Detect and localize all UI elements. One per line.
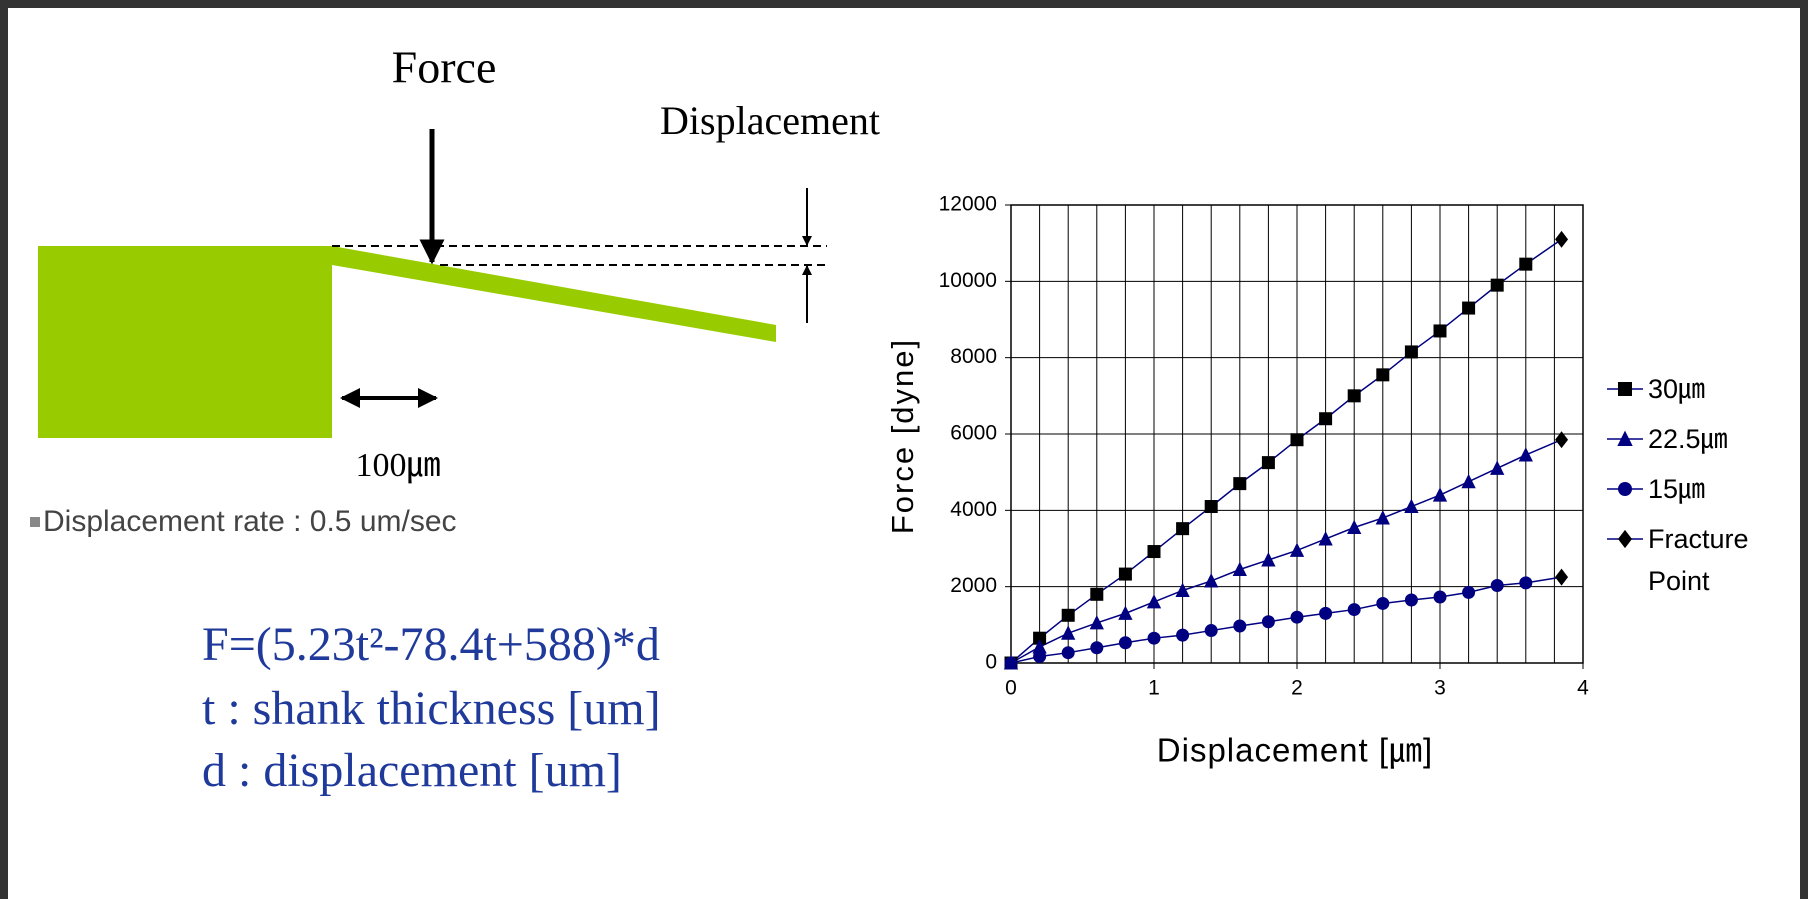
- marker-square: [1319, 412, 1332, 425]
- marker-circle: [1233, 619, 1246, 632]
- marker-square: [1062, 609, 1075, 622]
- x-tick-label: 2: [1291, 677, 1303, 700]
- marker-square: [1376, 368, 1389, 381]
- legend-icon: [1606, 520, 1644, 558]
- legend-entry: 22.5㎛: [1606, 418, 1796, 468]
- marker-circle: [1376, 597, 1389, 610]
- marker-square: [1262, 456, 1275, 469]
- x-tick-label: 0: [1005, 677, 1017, 700]
- y-axis-title: Force [dyne]: [885, 338, 920, 534]
- marker-square: [1176, 522, 1189, 535]
- marker-circle: [1205, 624, 1218, 637]
- y-tick-label: 8000: [950, 345, 997, 368]
- marker-circle: [1618, 482, 1632, 496]
- y-tick-label: 6000: [950, 422, 997, 445]
- marker-square: [1205, 500, 1218, 513]
- marker-circle: [1119, 636, 1132, 649]
- marker-circle: [1090, 641, 1103, 654]
- legend-icon: [1606, 420, 1644, 458]
- marker-square: [1090, 588, 1103, 601]
- bullet-text: Displacement rate : 0.5 um/sec: [43, 505, 457, 538]
- legend-icon: [1606, 370, 1644, 408]
- force-label: Force: [392, 42, 497, 93]
- formula-line: F=(5.23t²-78.4t+588)*d: [202, 618, 660, 671]
- x-tick-label: 3: [1434, 677, 1446, 700]
- marker-circle: [1148, 632, 1161, 645]
- marker-circle: [1062, 646, 1075, 659]
- slide: Force Displacement 100㎛ Displacement rat…: [0, 0, 1808, 891]
- marker-square: [1434, 324, 1447, 337]
- formula-line: t : shank thickness [um]: [202, 682, 661, 735]
- marker-circle: [1033, 650, 1046, 663]
- legend-entry: Fracture Point: [1606, 518, 1796, 568]
- marker-square: [1491, 279, 1504, 292]
- legend-label: 15㎛: [1644, 468, 1705, 510]
- marker-square: [1119, 568, 1132, 581]
- marker-circle: [1176, 629, 1189, 642]
- marker-circle: [1462, 586, 1475, 599]
- y-tick-label: 4000: [950, 498, 997, 521]
- marker-circle: [1348, 603, 1361, 616]
- y-tick-label: 0: [985, 651, 997, 674]
- displacement-label: Displacement: [660, 98, 880, 143]
- bullet-icon: [30, 517, 40, 527]
- marker-square: [1519, 258, 1532, 271]
- x-tick-label: 1: [1148, 677, 1160, 700]
- marker-circle: [1319, 607, 1332, 620]
- page: Force Displacement 100㎛ Displacement rat…: [0, 0, 1808, 891]
- marker-circle: [1434, 590, 1447, 603]
- marker-square: [1618, 382, 1632, 396]
- legend-label: 30㎛: [1644, 368, 1705, 410]
- anchor-block: [38, 246, 332, 438]
- formula-line: d : displacement [um]: [202, 744, 622, 797]
- marker-square: [1291, 433, 1304, 446]
- marker-square: [1462, 302, 1475, 315]
- marker-circle: [1005, 657, 1018, 670]
- legend-entry: 15㎛: [1606, 468, 1796, 518]
- legend: 30㎛ 22.5㎛ 15㎛ Fracture Point: [1606, 368, 1796, 568]
- marker-square: [1233, 477, 1246, 490]
- y-tick-label: 2000: [950, 574, 997, 597]
- legend-icon: [1606, 470, 1644, 508]
- legend-label: Fracture Point: [1644, 518, 1758, 602]
- marker-circle: [1491, 579, 1504, 592]
- marker-square: [1405, 345, 1418, 358]
- marker-square: [1148, 545, 1161, 558]
- marker-diamond: [1618, 530, 1632, 548]
- legend-label: 22.5㎛: [1644, 418, 1728, 460]
- x-tick-label: 4: [1577, 677, 1589, 700]
- marker-square: [1348, 389, 1361, 402]
- y-tick-label: 12000: [939, 193, 997, 216]
- marker-circle: [1291, 611, 1304, 624]
- length-label: 100㎛: [356, 447, 441, 484]
- marker-circle: [1262, 615, 1275, 628]
- marker-circle: [1519, 576, 1532, 589]
- y-tick-label: 10000: [939, 269, 997, 292]
- x-axis-title: Displacement [㎛]: [1157, 732, 1433, 770]
- marker-circle: [1405, 594, 1418, 607]
- legend-entry: 30㎛: [1606, 368, 1796, 418]
- beam: [332, 246, 776, 342]
